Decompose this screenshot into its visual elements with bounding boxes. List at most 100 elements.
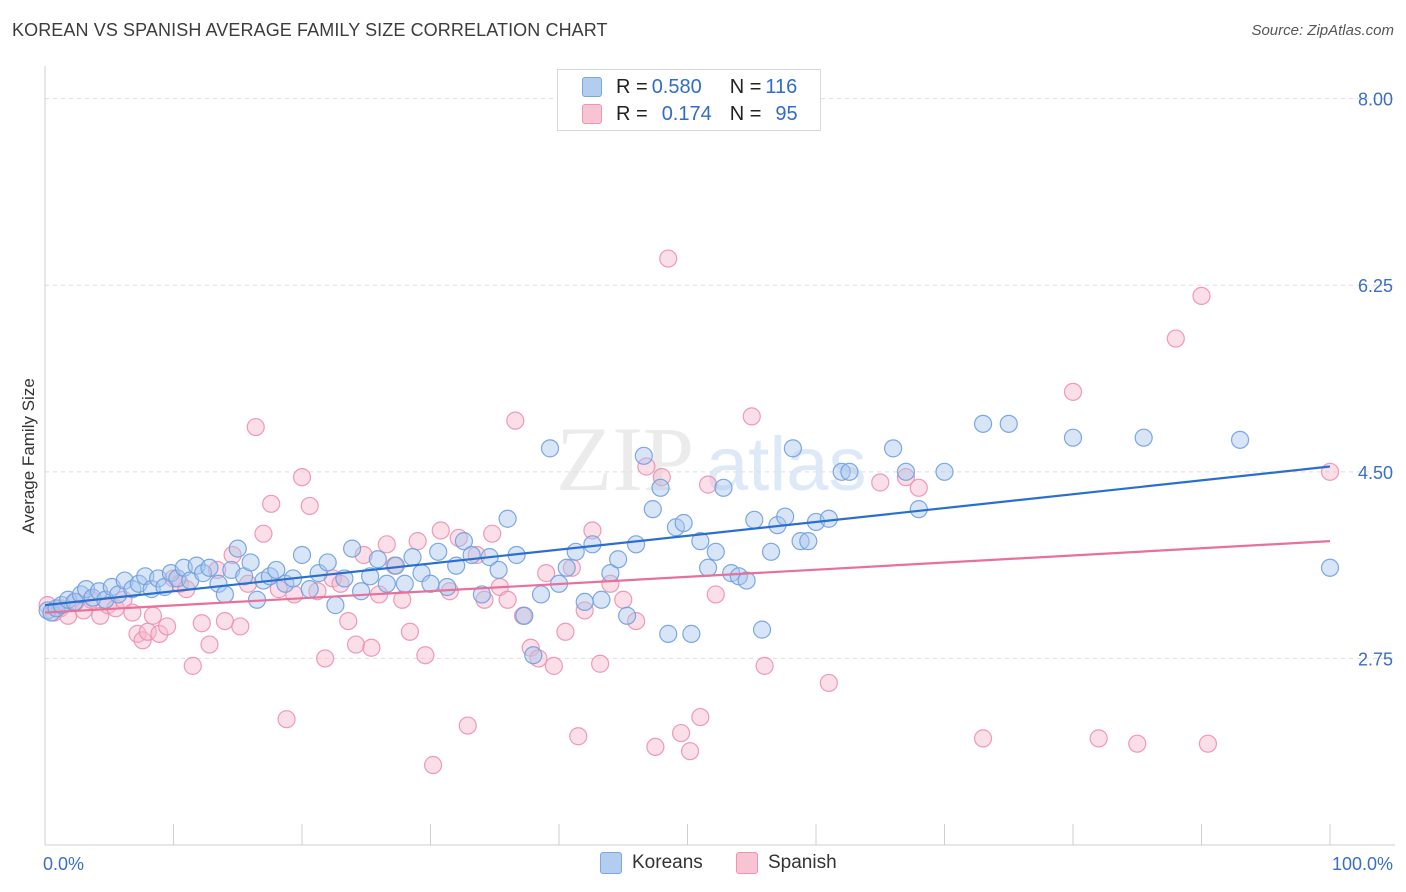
spanish-r-label: R = <box>616 102 648 125</box>
korean-point <box>454 532 474 551</box>
spanish-point <box>871 473 890 492</box>
spanish-point <box>408 532 427 551</box>
korean-point <box>575 592 594 612</box>
spanish-point <box>755 656 774 675</box>
korean-point <box>241 553 260 572</box>
korean-point <box>1134 428 1153 447</box>
spanish-point <box>556 622 575 641</box>
korean-point <box>215 585 234 604</box>
spanish-point <box>1198 734 1218 753</box>
korean-point <box>228 539 247 558</box>
bottom-legend-spanish: Spanish <box>736 852 837 874</box>
korean-swatch <box>582 77 602 97</box>
y-tick-label: 4.50 <box>1358 463 1393 483</box>
korean-point <box>352 582 371 601</box>
korean-point <box>292 545 312 565</box>
korean-point <box>761 542 781 561</box>
spanish-r-value: 0.174 <box>661 102 712 125</box>
korean-point <box>840 462 859 481</box>
korean-point <box>209 574 228 593</box>
x-tick-label-max: 100.0% <box>1332 854 1393 874</box>
spanish-point <box>1192 286 1211 306</box>
korean-point <box>706 542 725 561</box>
korean-point <box>200 558 219 577</box>
korean-n-value: 116 <box>765 75 798 98</box>
spanish-point <box>601 574 620 593</box>
y-tick-label: 2.75 <box>1358 649 1393 669</box>
tick-labels: 2.75 4.50 6.25 8.00 0.0% 100.0% Average Family… <box>19 90 1393 874</box>
korean-point <box>819 509 838 528</box>
spanish-point <box>506 411 525 430</box>
korean-trend-line <box>44 465 1331 607</box>
korean-point <box>783 439 802 458</box>
korean-point <box>300 580 319 599</box>
spanish-point <box>680 742 700 761</box>
x-tick-label-min: 0.0% <box>43 854 84 874</box>
spanish-point <box>646 737 665 757</box>
korean-point <box>999 414 1018 433</box>
korean-n-label: N = <box>729 75 762 98</box>
spanish-point <box>591 654 610 673</box>
spanish-point <box>537 564 556 583</box>
korean-point <box>267 560 286 580</box>
korean-point <box>1320 558 1340 577</box>
spanish-point <box>157 617 177 636</box>
korean-point <box>973 414 993 433</box>
korean-r-value: 0.580 <box>651 75 702 98</box>
zipatlas-watermark: ZIP atlas <box>556 408 867 510</box>
y-tick-label: 6.25 <box>1358 276 1393 296</box>
korean-point <box>691 532 710 551</box>
korean-point <box>634 446 653 465</box>
spanish-point <box>544 656 563 675</box>
korean-point <box>472 585 491 604</box>
spanish-point <box>150 624 169 643</box>
correlation-legend: R = 0.580 N = 116 R = 0.174 N = 95 <box>557 69 821 131</box>
spanish-point <box>300 496 319 516</box>
spanish-point <box>416 646 435 665</box>
spanish-point <box>819 673 838 693</box>
spanish-point <box>339 611 358 631</box>
legend-row-korean: R = 0.580 N = 116 <box>582 74 797 100</box>
spanish-point <box>698 475 718 494</box>
bottom-spanish-swatch <box>736 852 758 874</box>
spanish-point <box>626 611 646 631</box>
korean-points <box>38 414 1340 665</box>
spanish-n-label: N = <box>729 102 762 125</box>
korean-point <box>71 585 91 604</box>
spanish-point <box>909 478 928 497</box>
korean-point <box>935 462 954 481</box>
spanish-point <box>143 606 163 625</box>
spanish-point <box>1320 462 1340 481</box>
korean-point <box>745 510 764 529</box>
korean-point <box>674 513 693 533</box>
spanish-point <box>1063 382 1083 401</box>
korean-point <box>609 550 628 569</box>
spanish-swatch <box>582 104 602 124</box>
y-axis-title: Average Family Size <box>19 378 38 534</box>
svg-text:ZIP: ZIP <box>556 408 694 510</box>
korean-point <box>626 535 646 554</box>
spanish-point <box>583 521 602 540</box>
spanish-point <box>377 535 396 554</box>
source-label: Source: ZipAtlas.com <box>1251 22 1394 39</box>
korean-point <box>557 558 576 577</box>
korean-point <box>832 462 851 481</box>
spanish-point <box>316 649 335 668</box>
korean-point <box>531 585 551 604</box>
korean-point <box>1230 430 1250 449</box>
bottom-spanish-label: Spanish <box>768 852 837 873</box>
korean-point <box>377 574 396 593</box>
spanish-point <box>614 590 633 609</box>
bottom-korean-swatch <box>600 852 622 874</box>
spanish-point <box>1089 729 1108 748</box>
korean-point <box>524 646 543 665</box>
korean-point <box>896 462 916 481</box>
spanish-point <box>529 649 548 668</box>
y-tick-label: 8.00 <box>1358 90 1393 110</box>
spanish-point <box>354 545 373 565</box>
chart-title: KOREAN VS SPANISH AVERAGE FAMILY SIZE CO… <box>12 20 608 40</box>
spanish-point <box>183 656 202 675</box>
spanish-points <box>38 249 1340 775</box>
spanish-point <box>498 590 517 609</box>
spanish-point <box>637 457 656 476</box>
